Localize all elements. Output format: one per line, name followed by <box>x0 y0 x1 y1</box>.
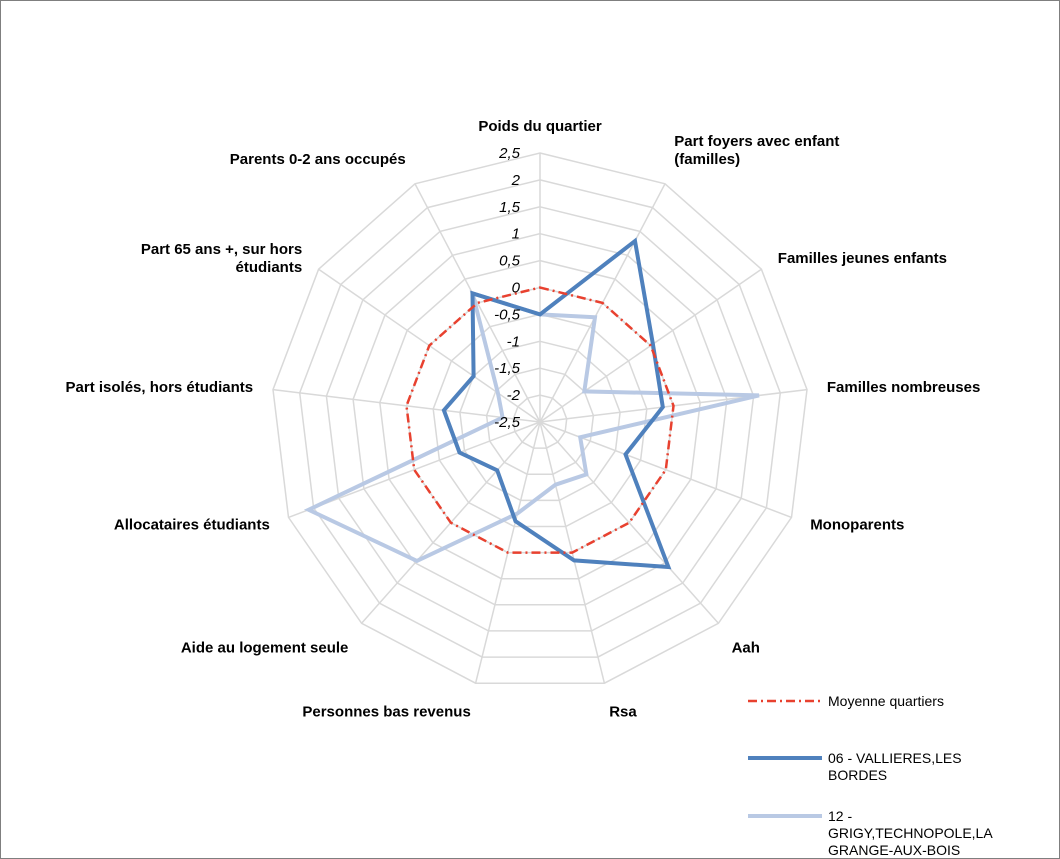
grid-spoke <box>414 183 541 423</box>
tick-label: 0 <box>512 280 521 297</box>
series-line-12-grigy-technopole-la-grange-aux-bois <box>303 290 760 564</box>
grid-ring <box>298 179 782 658</box>
grid <box>272 152 808 684</box>
tick-label: -2,5 <box>494 414 521 431</box>
grid-ring <box>379 259 701 580</box>
tick-labels: -2,5 -2 -1,5 -1 -0,5 0 0,5 1 1,5 2 2,5 <box>494 145 521 431</box>
category-label-personnes-bas-revenus: Personnes bas revenus <box>302 704 470 721</box>
grid-ring <box>352 232 728 606</box>
tick-label: 2 <box>511 172 521 189</box>
tick-label: 1,5 <box>499 199 521 216</box>
grid-ring <box>432 313 648 528</box>
category-label-part-65-ans-sur-hors-etudiants: Part 65 ans +, sur hors étudiants <box>141 241 302 276</box>
category-label-familles-jeunes-enfants: Familles jeunes enfants <box>778 250 947 267</box>
category-label-parents-0-2-ans-occupes: Parents 0-2 ans occupés <box>230 151 406 168</box>
tick-label: 2,5 <box>498 145 521 162</box>
series-lines <box>303 237 760 570</box>
tick-label: -0,5 <box>494 306 521 323</box>
category-label-allocataires-etudiants: Allocataires étudiants <box>114 517 270 534</box>
legend-label-moyenne-quartiers: Moyenne quartiers <box>828 693 944 709</box>
tick-label: -2 <box>507 387 521 404</box>
legend-label-12-grigy-technopole-la-grange-aux-bois: 12 -GRIGY,TECHNOPOLE,LA GRANGE-AUX-BOIS <box>828 808 993 858</box>
tick-label: 1 <box>512 226 520 243</box>
legend: Moyenne quartiers 06 - VALLIERES,LES BORDE… <box>748 693 993 858</box>
grid-ring <box>272 152 808 684</box>
series-line-moyenne-quartiers <box>405 286 675 554</box>
category-label-rsa: Rsa <box>609 704 637 721</box>
category-label-familles-nombreuses: Familles nombreuses <box>827 379 980 396</box>
grid-ring <box>459 340 621 502</box>
tick-label: 0,5 <box>499 253 521 270</box>
series-line-06-vallieres-les-bordes <box>441 237 672 570</box>
tick-label: -1,5 <box>494 360 521 377</box>
category-label-monoparents: Monoparents <box>810 517 904 534</box>
grid-spoke <box>539 421 719 624</box>
category-label-part-foyers-avec-enfant-familles: Part foyers avec enfant (familles) <box>674 133 839 168</box>
grid-ring <box>485 367 595 475</box>
category-label-poids-du-quartier: Poids du quartier <box>478 118 602 135</box>
legend-label-06-vallieres-les-bordes: 06 - VALLIERES,LES BORDES <box>828 750 962 783</box>
tick-label: -1 <box>507 333 520 350</box>
category-label-aide-au-logement-seule: Aide au logement seule <box>181 639 349 656</box>
category-label-aah: Aah <box>732 639 760 656</box>
grid-ring <box>325 206 755 632</box>
grid-ring <box>512 394 568 449</box>
category-labels: Poids du quartier Part foyers avec enfant… <box>66 118 981 721</box>
category-label-part-isoles-hors-etudiants: Part isolés, hors étudiants <box>66 379 254 396</box>
grid-spoke <box>539 421 792 519</box>
grid-spoke <box>272 388 541 423</box>
